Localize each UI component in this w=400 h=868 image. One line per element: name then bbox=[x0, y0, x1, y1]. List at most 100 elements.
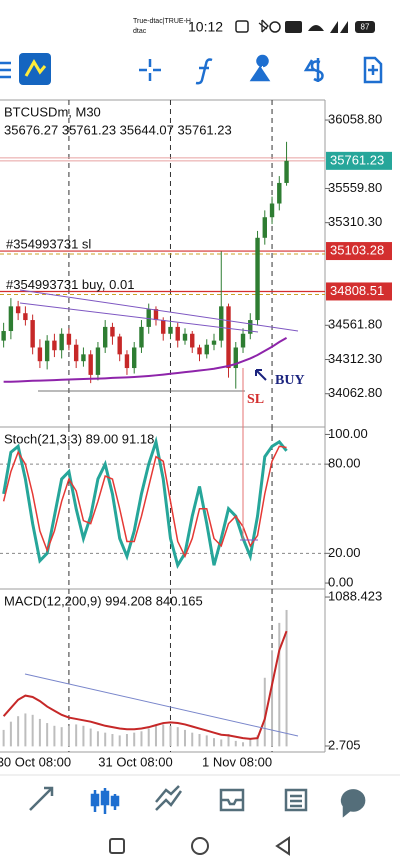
histogram-bar bbox=[60, 727, 63, 747]
histogram-bar bbox=[24, 713, 27, 747]
chat-tab[interactable] bbox=[340, 789, 366, 818]
candle-body bbox=[73, 344, 79, 362]
candle-body bbox=[240, 333, 246, 348]
histogram-bar bbox=[140, 731, 143, 747]
history-tab[interactable] bbox=[219, 788, 245, 812]
order-label: #354993731 buy, 0.01 bbox=[6, 277, 134, 292]
candle-body bbox=[284, 160, 289, 183]
battery-level: 87 bbox=[361, 23, 370, 32]
histogram-bar bbox=[285, 609, 288, 747]
panel-title: Stoch(21,3,3) 89.00 91.18 bbox=[4, 431, 154, 446]
y-tick-label: 34062.80 bbox=[328, 385, 382, 400]
ohlc-values: 35676.27 35761.23 35644.07 35761.23 bbox=[4, 122, 232, 137]
buy-annotation: BUY bbox=[275, 373, 305, 388]
histogram-bar bbox=[271, 650, 274, 747]
candle-body bbox=[277, 182, 282, 204]
histogram-bar bbox=[2, 729, 5, 747]
candle-body bbox=[132, 347, 137, 369]
candle-body bbox=[37, 347, 43, 362]
candle-body bbox=[44, 340, 50, 362]
candle-body bbox=[117, 336, 122, 355]
candle-body bbox=[175, 326, 180, 341]
toolbar bbox=[0, 53, 383, 85]
candle-body bbox=[110, 326, 115, 337]
histogram-bar bbox=[234, 740, 237, 747]
candle-body bbox=[219, 306, 224, 341]
candle-body bbox=[8, 306, 14, 332]
menu-button[interactable] bbox=[0, 61, 11, 79]
y-tick-label: 80.00 bbox=[328, 456, 361, 471]
last-price: 35761.23 bbox=[330, 152, 384, 167]
app-icon[interactable] bbox=[19, 53, 51, 85]
x-tick-label: 1 Nov 08:00 bbox=[202, 754, 272, 769]
histogram-bar bbox=[227, 734, 230, 747]
objects-button[interactable] bbox=[249, 54, 271, 82]
y-tick-label: 35310.30 bbox=[328, 214, 382, 229]
candle-body bbox=[66, 333, 72, 345]
y-tick-label: 35559.80 bbox=[328, 180, 382, 195]
histogram-bar bbox=[162, 724, 165, 747]
candle-body bbox=[226, 306, 231, 369]
news-tab[interactable] bbox=[284, 788, 308, 812]
candle-body bbox=[255, 237, 260, 321]
order-price-box bbox=[326, 282, 392, 301]
histogram-bar bbox=[125, 734, 128, 747]
candle-body bbox=[168, 326, 173, 334]
candle-body bbox=[190, 333, 195, 348]
histogram-bar bbox=[111, 734, 114, 747]
y-tick-label: 2.705 bbox=[328, 737, 361, 752]
y-tick-label: 0.00 bbox=[328, 574, 353, 589]
histogram-bar bbox=[198, 734, 201, 747]
back-button[interactable] bbox=[275, 836, 290, 856]
chart-frame bbox=[0, 99, 326, 753]
clock: 10:12 bbox=[188, 19, 223, 35]
order-label: #354993731 sl bbox=[6, 236, 91, 251]
histogram-bar bbox=[9, 721, 12, 747]
candle-body bbox=[139, 326, 144, 348]
candle-body bbox=[233, 347, 238, 369]
new-order-button[interactable] bbox=[363, 56, 383, 84]
candle-body bbox=[153, 309, 159, 321]
last-price-box bbox=[326, 151, 392, 170]
trade-tab[interactable] bbox=[155, 785, 183, 811]
home-button[interactable] bbox=[191, 837, 209, 855]
y-tick-label: 1088.423 bbox=[328, 588, 382, 603]
histogram-bar bbox=[263, 677, 266, 747]
candle-body bbox=[248, 320, 253, 334]
histogram-bar bbox=[118, 735, 121, 747]
histogram-bar bbox=[205, 735, 208, 747]
panel-title: BTCUSDm, M30 bbox=[4, 104, 101, 119]
histogram-bar bbox=[147, 728, 150, 747]
histogram-bar bbox=[176, 727, 179, 747]
histogram-bar bbox=[38, 718, 41, 747]
histogram-bar bbox=[46, 723, 49, 747]
indicators-button[interactable] bbox=[195, 58, 213, 85]
histogram-bar bbox=[249, 739, 252, 747]
y-tick-label: 34312.30 bbox=[328, 351, 382, 366]
histogram-bar bbox=[96, 731, 99, 747]
candle-body bbox=[269, 203, 275, 218]
system-nav bbox=[109, 836, 290, 856]
candle-body bbox=[23, 313, 28, 321]
candle-body bbox=[15, 306, 21, 314]
y-tick-label: 34561.80 bbox=[328, 317, 382, 332]
y-tick-label: 36058.80 bbox=[328, 111, 382, 126]
chart-tab[interactable] bbox=[90, 788, 120, 814]
histogram-bar bbox=[82, 725, 85, 747]
trade-button[interactable] bbox=[303, 58, 324, 82]
histogram-bar bbox=[169, 725, 172, 747]
histogram-bar bbox=[31, 714, 34, 747]
histogram-bar bbox=[133, 732, 136, 747]
candle-body bbox=[88, 354, 93, 375]
histogram-bar bbox=[67, 725, 70, 747]
histogram-bar bbox=[191, 732, 194, 747]
status-icons bbox=[235, 19, 375, 33]
crosshair-button[interactable] bbox=[139, 59, 161, 81]
candle-body bbox=[1, 331, 6, 341]
x-tick-label: 31 Oct 08:00 bbox=[98, 754, 172, 769]
candle-body bbox=[102, 326, 108, 348]
recents-button[interactable] bbox=[109, 838, 125, 854]
quotes-tab[interactable] bbox=[29, 786, 54, 811]
y-tick-label: 20.00 bbox=[328, 545, 361, 560]
